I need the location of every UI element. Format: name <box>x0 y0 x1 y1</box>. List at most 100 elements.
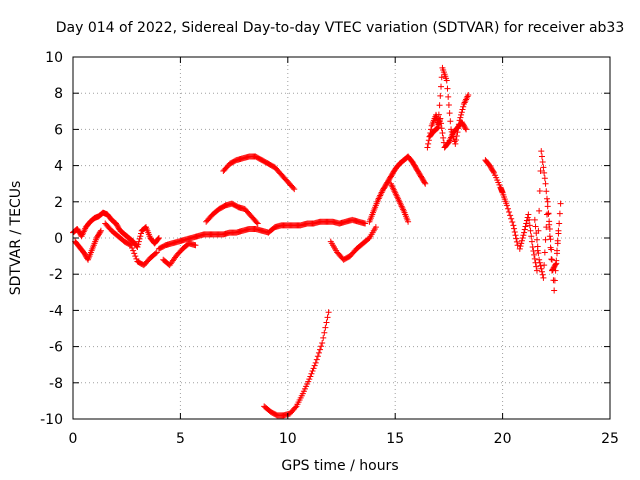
data-point <box>540 274 547 281</box>
segment-rise-14 <box>366 153 429 225</box>
data-point <box>126 241 133 248</box>
data-point <box>506 209 513 216</box>
y-axis-label: SDTVAR / TECUs <box>8 181 24 296</box>
data-point <box>131 250 138 257</box>
data-point <box>544 198 551 205</box>
data-point <box>155 235 162 242</box>
data-point <box>308 370 315 377</box>
data-point <box>526 222 533 229</box>
data-point <box>541 169 548 176</box>
data-point <box>540 164 547 171</box>
data-point <box>310 365 317 372</box>
data-point <box>320 334 327 341</box>
data-point <box>437 92 444 99</box>
segment-dip-12 <box>327 224 379 263</box>
data-point <box>543 211 550 218</box>
data-points <box>70 64 564 419</box>
data-point <box>130 247 137 254</box>
data-point <box>362 220 369 227</box>
data-point <box>538 148 545 155</box>
data-point <box>372 224 379 231</box>
data-point <box>549 256 556 263</box>
data-point <box>509 219 516 226</box>
y-tick-label: 6 <box>54 122 63 138</box>
data-point <box>525 211 532 218</box>
data-point <box>462 125 469 132</box>
data-point <box>306 376 313 383</box>
data-point <box>503 202 510 209</box>
data-point <box>291 186 298 193</box>
data-point <box>511 228 518 235</box>
data-point <box>405 218 412 225</box>
data-point <box>438 125 445 132</box>
data-point <box>292 404 299 411</box>
data-point <box>254 220 261 227</box>
data-point <box>452 140 459 147</box>
grid <box>73 57 610 419</box>
data-point <box>137 233 144 240</box>
data-point <box>533 236 540 243</box>
x-tick-label: 10 <box>279 431 297 447</box>
data-point <box>521 226 528 233</box>
data-point <box>155 235 162 241</box>
data-point <box>547 236 554 243</box>
data-point <box>438 74 445 81</box>
data-point <box>453 133 460 140</box>
data-point <box>446 110 453 117</box>
data-point <box>512 232 519 239</box>
data-point <box>307 373 314 380</box>
data-point <box>529 244 536 251</box>
data-point <box>138 230 145 237</box>
data-point <box>555 230 562 237</box>
data-point <box>437 115 444 122</box>
data-point <box>545 210 552 217</box>
data-point <box>536 187 543 194</box>
segment-peak-17 <box>424 64 472 151</box>
data-point <box>421 179 428 186</box>
data-point <box>546 225 553 232</box>
data-point <box>439 130 446 137</box>
data-point <box>458 109 465 116</box>
data-point <box>153 249 160 256</box>
data-point <box>543 195 550 202</box>
y-tick-label: 8 <box>54 86 63 102</box>
data-point <box>440 134 447 141</box>
data-point <box>444 85 451 92</box>
data-point <box>490 168 497 175</box>
data-point <box>533 263 540 270</box>
data-point <box>554 240 561 247</box>
data-point <box>531 255 538 262</box>
data-point <box>129 244 136 251</box>
data-point <box>425 140 432 147</box>
data-point <box>527 227 534 234</box>
data-point <box>290 184 297 191</box>
data-point <box>533 267 540 274</box>
data-point <box>504 205 511 212</box>
data-point <box>542 180 549 187</box>
data-point <box>459 106 466 113</box>
data-point <box>322 324 329 331</box>
data-point <box>536 259 543 266</box>
data-point <box>325 309 332 316</box>
data-point <box>132 253 139 260</box>
data-point <box>438 83 445 90</box>
data-point <box>552 261 559 268</box>
data-point <box>324 314 331 321</box>
x-tick-label: 0 <box>69 431 78 447</box>
data-point <box>514 242 521 249</box>
data-point <box>97 228 104 235</box>
data-point <box>516 245 523 252</box>
chart-title: Day 014 of 2022, Sidereal Day-to-day VTE… <box>56 20 625 36</box>
data-point <box>460 103 467 110</box>
segment-early-dip <box>72 227 104 263</box>
data-point <box>317 346 324 353</box>
data-point <box>463 126 470 133</box>
data-point <box>136 235 143 242</box>
data-point <box>513 238 520 245</box>
data-point <box>535 250 542 257</box>
data-point <box>547 244 554 251</box>
data-point <box>436 102 443 109</box>
data-point <box>97 227 104 234</box>
y-tick-label: 4 <box>54 159 63 175</box>
data-point <box>510 222 517 229</box>
